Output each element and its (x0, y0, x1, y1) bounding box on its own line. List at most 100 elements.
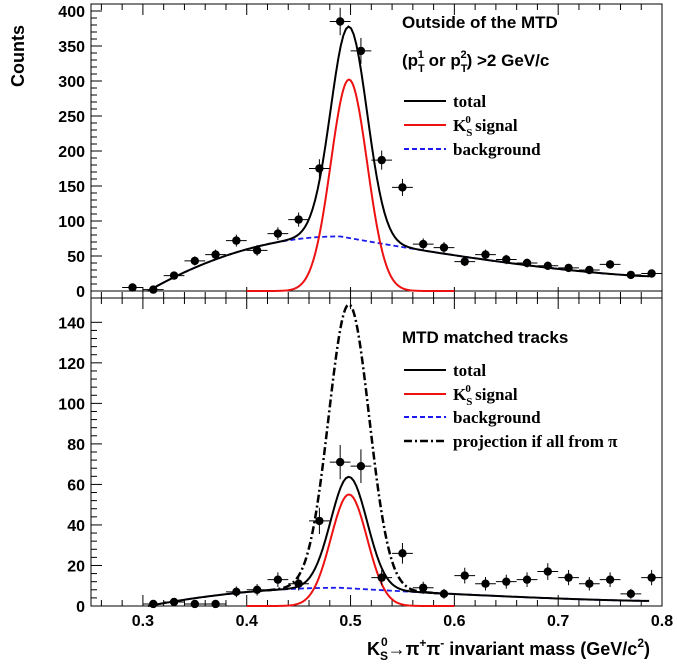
top-data-point (142, 285, 164, 294)
bottom-projection-curve (267, 303, 434, 595)
top-panel: 0 50 100 150 200 250 300 350 400 Outside of the … (58, 3, 663, 301)
top-data-point (495, 254, 517, 265)
bottom-data-point (433, 588, 455, 599)
bottom-legend-projection-label: projection if all from π (453, 432, 618, 451)
bottom-data-point (267, 572, 289, 587)
top-data-point (433, 242, 455, 254)
top-data-point (225, 234, 247, 247)
bottom-panel-frame (90, 297, 663, 607)
top-y-tick-label: 50 (67, 249, 85, 266)
bottom-panel: 0 20 40 60 80 100 120 140 0.3 0.4 0.5 0.6 0.7 0.8 MTD… (58, 297, 673, 630)
top-data-point (475, 249, 496, 260)
top-data-point (309, 159, 330, 178)
bottom-data-point (516, 572, 538, 587)
bottom-x-tick-label: 0.4 (236, 613, 258, 630)
top-background-curve (147, 235, 650, 292)
bottom-signal-curve (246, 493, 455, 607)
top-data-point (578, 265, 600, 275)
top-data-point (392, 178, 413, 196)
top-data-point (620, 270, 642, 280)
bottom-data-point (392, 542, 413, 564)
bottom-data-point (475, 576, 496, 591)
bottom-data-point (142, 599, 164, 609)
top-data-points (122, 7, 662, 294)
bottom-data-point (578, 576, 600, 591)
bottom-x-tick-label: 0.7 (547, 613, 569, 630)
bottom-data-point (371, 570, 393, 586)
bottom-data-points (142, 445, 662, 609)
top-signal-curve (246, 78, 455, 292)
bottom-y-tick-label: 120 (58, 356, 85, 373)
top-data-point (184, 256, 206, 266)
bottom-y-tick-label: 140 (58, 315, 85, 332)
top-panel-frame (90, 3, 663, 299)
top-data-point (537, 261, 559, 270)
top-data-point (641, 269, 662, 278)
bottom-data-point (184, 599, 206, 609)
bottom-data-point (163, 597, 185, 607)
bottom-axis-ticks: 0 20 40 60 80 100 120 140 0.3 0.4 0.5 0.6 0.7 0.8 (58, 298, 673, 630)
bottom-x-tick-label: 0.8 (651, 613, 673, 630)
top-y-tick-label: 200 (58, 144, 85, 161)
bottom-y-tick-label: 60 (67, 477, 85, 494)
bottom-data-point (329, 445, 351, 480)
top-y-ticks: 0 50 100 150 200 250 300 350 400 (58, 4, 663, 301)
top-curves (147, 25, 650, 292)
bottom-legend: total KS0 signal background projection i… (404, 361, 618, 451)
bottom-data-point (454, 567, 476, 584)
top-data-point (350, 37, 372, 64)
bottom-data-point (246, 584, 268, 596)
y-axis-title: Counts (8, 25, 28, 87)
bottom-legend-total-label: total (453, 361, 486, 380)
top-data-point (122, 283, 143, 292)
bottom-x-tick-label: 0.5 (339, 613, 361, 630)
bottom-data-point (641, 570, 662, 586)
bottom-y-tick-label: 40 (67, 518, 85, 535)
bottom-data-point (620, 588, 642, 599)
bottom-legend-background-label: background (453, 408, 541, 427)
top-total-curve (147, 25, 650, 292)
bottom-data-point (350, 449, 372, 484)
top-panel-subtitle: (pT1 or pT2) >2 GeV/c (402, 49, 549, 75)
bottom-data-point (599, 572, 621, 587)
bottom-y-tick-label: 80 (67, 437, 85, 454)
top-data-point (329, 7, 351, 36)
top-y-tick-label: 100 (58, 214, 85, 231)
bottom-data-point (412, 581, 434, 594)
top-data-point (246, 245, 268, 256)
top-legend-background-label: background (453, 140, 541, 159)
bottom-data-point (205, 599, 226, 609)
bottom-data-point (288, 576, 310, 591)
top-y-tick-label: 300 (58, 74, 85, 91)
top-data-point (516, 258, 538, 268)
top-y-tick-label: 350 (58, 39, 85, 56)
top-data-point (205, 249, 226, 260)
bottom-y-tick-label: 100 (58, 396, 85, 413)
top-legend-signal-label: KS0 signal (453, 114, 518, 139)
top-data-point (371, 150, 393, 170)
top-data-point (454, 257, 476, 267)
top-legend-total-label: total (453, 92, 486, 111)
top-data-point (267, 227, 289, 240)
bottom-legend-signal-label: KS0 signal (453, 383, 518, 408)
bottom-x-tick-label: 0.6 (443, 613, 465, 630)
top-data-point (599, 260, 621, 269)
top-data-point (163, 271, 185, 280)
top-y-tick-label: 250 (58, 109, 85, 126)
top-data-point (288, 212, 310, 227)
x-axis-title: KS0→π+π- invariant mass (GeV/c2) (367, 635, 650, 663)
top-y-tick-label: 150 (58, 179, 85, 196)
bottom-y-tick-label: 0 (76, 599, 85, 616)
top-legend: total KS0 signal background (404, 92, 541, 159)
bottom-data-point (225, 586, 247, 598)
top-y-tick-label: 0 (76, 284, 85, 301)
bottom-data-point (558, 570, 579, 586)
bottom-data-point (495, 574, 517, 589)
bottom-y-tick-label: 20 (67, 558, 85, 575)
bottom-total-curve (147, 475, 650, 607)
top-data-point (412, 238, 434, 250)
bottom-data-point (309, 507, 330, 535)
bottom-x-tick-label: 0.3 (132, 613, 154, 630)
bottom-data-point (537, 563, 559, 580)
